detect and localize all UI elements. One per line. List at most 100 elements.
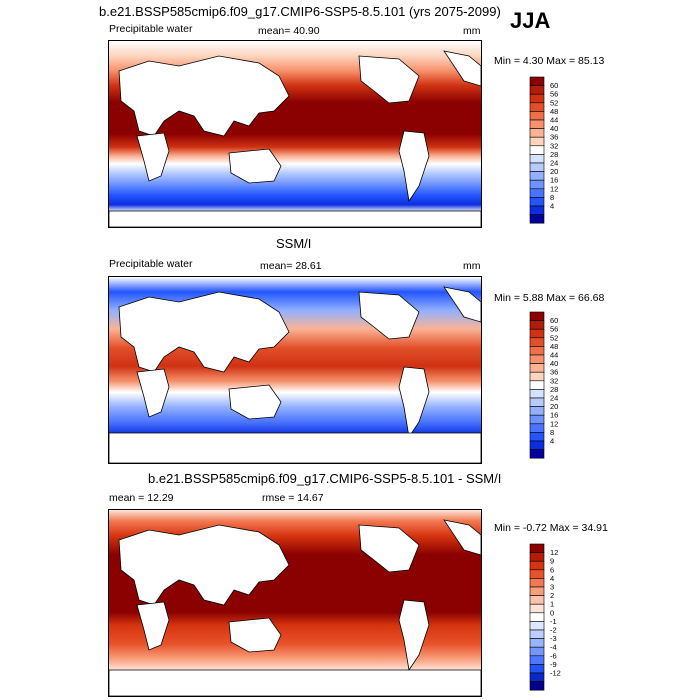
colorbar-box (529, 432, 545, 442)
panel3-minmax: Min = -0.72 Max = 34.91 (494, 522, 608, 534)
colorbar-tick-label: 52 (550, 333, 558, 342)
colorbar-box (529, 569, 545, 579)
colorbar-box (529, 638, 545, 648)
colorbar-tick-label: 24 (550, 159, 558, 168)
colorbar-box (529, 93, 545, 104)
panel2-map (108, 276, 482, 464)
colorbar-box (529, 406, 545, 416)
panel1-title: b.e21.BSSP585cmip6.f09_g17.CMIP6-SSP5-8.… (99, 4, 501, 19)
panel3-colorbar: 12 9 6 4 3 2 1 0 -1 -2 -3 -4 -6 -9 -12 (529, 543, 590, 694)
colorbar-box (529, 154, 545, 164)
colorbar-box (529, 85, 545, 95)
colorbar-tick-label: 1 (550, 600, 554, 609)
colorbar-box (529, 311, 545, 321)
colorbar-box (529, 337, 545, 347)
colorbar-box (529, 612, 545, 622)
colorbar-box (529, 655, 545, 665)
colorbar-box (529, 171, 545, 181)
colorbar-box (529, 595, 545, 605)
colorbar-tick-label: 20 (550, 167, 558, 176)
colorbar-box (529, 389, 545, 399)
colorbar-tick-label: 56 (550, 325, 558, 334)
season-label: JJA (510, 8, 551, 33)
colorbar-tick-label: -1 (550, 617, 557, 626)
colorbar-box (529, 672, 545, 682)
colorbar-tick-label: 32 (550, 141, 558, 150)
colorbar-box (529, 603, 545, 614)
colorbar-box (529, 320, 545, 330)
colorbar-tick-label: 8 (550, 193, 554, 202)
panel3-map-svg (109, 510, 481, 696)
colorbar-tick-label: 36 (550, 133, 558, 142)
colorbar-tick-label: 12 (550, 184, 558, 193)
colorbar-tick-label: 4 (550, 202, 554, 211)
colorbar-box (529, 646, 545, 657)
panel1-variable-label: Precipitable water (109, 23, 193, 35)
panel3-rmse-label: rmse = 14.67 (262, 492, 324, 504)
panel3-title: b.e21.BSSP585cmip6.f09_g17.CMIP6-SSP5-8.… (148, 471, 502, 486)
panel1-colorbar: 60 56 52 48 44 40 36 32 28 24 20 16 12 8 4 (529, 76, 590, 227)
panel2-land (109, 286, 481, 463)
colorbar-box (529, 119, 545, 129)
colorbar-box (529, 440, 545, 450)
colorbar-tick-label: 16 (550, 411, 558, 420)
colorbar-tick-label: 24 (550, 394, 558, 403)
colorbar-box (529, 128, 545, 138)
colorbar-box (529, 162, 545, 172)
colorbar-tick-label: 2 (550, 591, 554, 600)
panel2-mean-label: mean= 28.61 (260, 260, 322, 272)
colorbar-tick-label: -9 (550, 660, 557, 669)
colorbar-tick-label: 8 (550, 428, 554, 437)
colorbar-tick-label: 20 (550, 402, 558, 411)
panel2-units: mm (463, 260, 481, 272)
colorbar-tick-label: -12 (550, 669, 561, 678)
panel2-variable-label: Precipitable water (109, 258, 193, 270)
colorbar-box (529, 197, 545, 207)
colorbar-tick-label: -2 (550, 626, 557, 635)
panel2-minmax: Min = 5.88 Max = 66.68 (494, 292, 605, 304)
colorbar-tick-label: 44 (550, 351, 558, 360)
colorbar-box (529, 629, 545, 639)
colorbar-tick-label: 9 (550, 557, 554, 566)
colorbar-box (529, 543, 545, 553)
colorbar-box (529, 188, 545, 198)
panel1-minmax: Min = 4.30 Max = 85.13 (494, 55, 605, 67)
panel3-map (108, 509, 482, 697)
colorbar-tick-label: 40 (550, 124, 558, 133)
colorbar-tick-label: -3 (550, 634, 557, 643)
colorbar-box (529, 346, 545, 356)
colorbar-box (529, 681, 545, 691)
colorbar-tick-label: 32 (550, 376, 558, 385)
panel3-mean-label: mean = 12.29 (109, 492, 174, 504)
colorbar-tick-label: 44 (550, 116, 558, 125)
colorbar-tick-label: 60 (550, 81, 558, 90)
colorbar-tick-label: 48 (550, 342, 558, 351)
panel1-map (108, 40, 482, 228)
colorbar-tick-label: 12 (550, 548, 558, 557)
colorbar-tick-label: 16 (550, 176, 558, 185)
colorbar-tick-label: -6 (550, 651, 557, 660)
colorbar-tick-label: 4 (550, 437, 554, 446)
colorbar-box (529, 414, 545, 425)
colorbar-box (529, 111, 545, 121)
colorbar-tick-label: 52 (550, 98, 558, 107)
colorbar-box (529, 552, 545, 562)
colorbar-box (529, 179, 545, 190)
colorbar-tick-label: 60 (550, 316, 558, 325)
colorbar-box (529, 560, 545, 571)
colorbar-box (529, 214, 545, 224)
panel3-land (109, 519, 481, 696)
colorbar-box (529, 423, 545, 433)
panel2-title: SSM/I (276, 236, 312, 251)
colorbar-tick-label: 12 (550, 419, 558, 428)
panel1-land (109, 50, 481, 227)
colorbar-box (529, 363, 545, 373)
panel2-map-svg (109, 277, 481, 463)
colorbar-box (529, 136, 545, 147)
colorbar-tick-label: 40 (550, 359, 558, 368)
colorbar-tick-label: 6 (550, 565, 554, 574)
colorbar-box (529, 586, 545, 596)
panel2-colorbar: 60 56 52 48 44 40 36 32 28 24 20 16 12 8 4 (529, 311, 590, 462)
